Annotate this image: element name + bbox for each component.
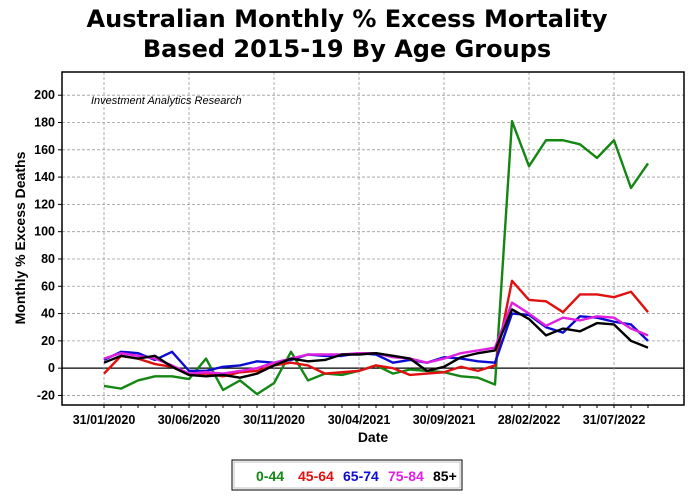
chart-title-line-1: Australian Monthly % Excess Mortality: [87, 5, 608, 33]
y-tick-label: 80: [41, 252, 55, 266]
x-tick-label: 30/06/2020: [158, 413, 221, 427]
y-tick-label: 60: [41, 279, 55, 293]
legend-item-0-44: 0-44: [256, 468, 284, 484]
x-axis-label: Date: [358, 429, 389, 445]
y-tick-label: -20: [37, 388, 55, 402]
series-line-75-84: [103, 301, 649, 375]
legend-box: [231, 459, 463, 491]
y-tick-label: 20: [41, 334, 55, 348]
grid: [62, 72, 684, 405]
y-tick-label: 40: [41, 307, 55, 321]
x-tick-label: 30/11/2020: [243, 413, 305, 427]
y-axis-label: Monthly % Excess Deaths: [12, 151, 28, 324]
legend-item-75-84: 75-84: [388, 468, 424, 484]
x-axis-ticks: 31/01/2020 30/06/2020 30/11/2020 30/04/2021…: [73, 405, 649, 427]
x-tick-label: 30/09/2021: [413, 413, 476, 427]
x-tick-label: 28/02/2022: [498, 413, 561, 427]
y-tick-label: 180: [34, 115, 55, 129]
y-tick-label: 0: [48, 361, 55, 375]
x-tick-label: 30/04/2021: [328, 413, 391, 427]
chart-title-line-2: Based 2015-19 By Age Groups: [143, 35, 551, 63]
y-tick-label: 120: [34, 197, 55, 211]
y-axis-ticks: -20 0 20 40 60 80 100 120 140 160 180 200: [34, 88, 62, 402]
x-tick-label: 31/01/2020: [73, 413, 136, 427]
watermark-annotation: Investment Analytics Research: [91, 95, 242, 107]
x-tick-label: 31/07/2022: [583, 413, 646, 427]
y-tick-label: 200: [34, 88, 55, 102]
series-lines: [103, 119, 649, 396]
legend-item-45-64: 45-64: [298, 468, 334, 484]
plot-area-border: [61, 71, 685, 406]
legend: 0-44 45-64 65-74 75-84 85+: [231, 459, 463, 491]
y-tick-label: 100: [34, 225, 55, 239]
series-line-65-74: [103, 312, 649, 373]
legend-item-85+: 85+: [433, 468, 457, 484]
legend-item-65-74: 65-74: [343, 468, 379, 484]
y-tick-label: 160: [34, 143, 55, 157]
y-tick-label: 140: [34, 170, 55, 184]
